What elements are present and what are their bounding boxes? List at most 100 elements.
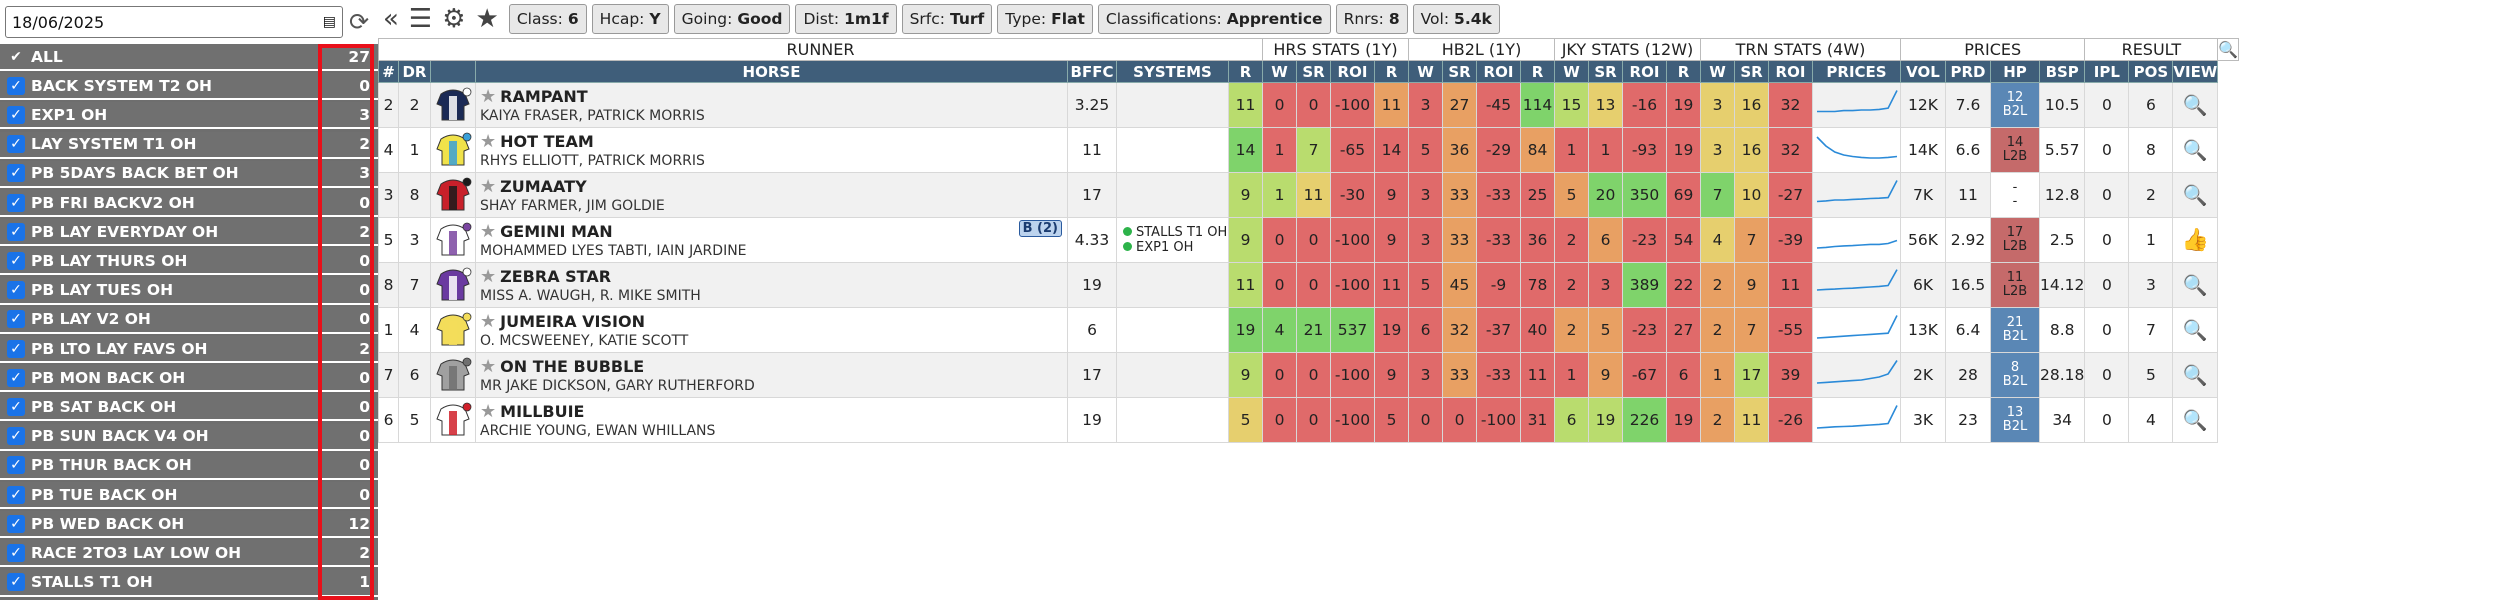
sidebar-item-pb-mon-back-oh[interactable]: ✓ PB MON BACK OH 0 — [0, 365, 378, 393]
collapse-left-icon[interactable]: « — [383, 4, 399, 34]
bet-tag[interactable]: B (2) — [1018, 220, 1062, 237]
column-header[interactable]: ROI — [1622, 60, 1667, 83]
checkbox[interactable]: ✓ — [7, 164, 25, 183]
column-header[interactable]: HORSE — [475, 60, 1068, 83]
column-header[interactable]: SR — [1442, 60, 1477, 83]
horse-cell[interactable]: ★ JUMEIRA VISION O. MCSWEENEY, KATIE SCOTT — [475, 307, 1068, 353]
thumbs-up-icon[interactable]: 👍 — [2172, 217, 2219, 263]
search-icon[interactable]: 🔍 — [2172, 172, 2219, 218]
sidebar-item-stalls-t1-oh[interactable]: ✓ STALLS T1 OH 1 — [0, 569, 378, 597]
checkbox[interactable]: ✓ — [7, 310, 25, 329]
checkbox[interactable]: ✓ — [7, 339, 25, 358]
column-header[interactable]: ROI — [1768, 60, 1813, 83]
column-header[interactable]: ROI — [1330, 60, 1375, 83]
table-row[interactable]: 5 3 ★ GEMINI MAN MOHAMMED LYES TABTI, IAIN J… — [378, 217, 2239, 263]
horse-name[interactable]: ON THE BUBBLE — [500, 357, 645, 376]
menu-icon[interactable]: ☰ — [408, 4, 433, 34]
checkbox[interactable]: ✓ — [7, 368, 25, 387]
search-icon[interactable]: 🔍 — [2172, 82, 2219, 128]
sidebar-item-back-system-t2-oh[interactable]: ✓ BACK SYSTEM T2 OH 0 — [0, 73, 378, 101]
sidebar-item-exp1-oh[interactable]: ✓ EXP1 OH 3 — [0, 102, 378, 130]
star-icon[interactable]: ★ — [480, 401, 497, 422]
horse-name[interactable]: ZUMAATY — [500, 177, 587, 196]
table-row[interactable]: 2 2 ★ RAMPANT KAIYA FRASER, PATRICK MORRIS 3.… — [378, 82, 2239, 128]
column-header[interactable]: R — [1228, 60, 1263, 83]
checkbox[interactable]: ✓ — [7, 281, 25, 300]
table-row[interactable]: 6 5 ★ MILLBUIE ARCHIE YOUNG, EWAN WHILLANS 19… — [378, 397, 2239, 443]
horse-name[interactable]: RAMPANT — [500, 87, 588, 106]
sidebar-item-pb-lto-lay-favs-oh[interactable]: ✓ PB LTO LAY FAVS OH 2 — [0, 336, 378, 363]
sidebar-item-race-2to3-lay-low-oh[interactable]: ✓ RACE 2TO3 LAY LOW OH 2 — [0, 540, 378, 568]
horse-name[interactable]: ZEBRA STAR — [500, 267, 612, 286]
table-row[interactable]: 7 6 ★ ON THE BUBBLE MR JAKE DICKSON, GARY RU… — [378, 352, 2239, 398]
column-header[interactable]: HP — [1990, 60, 2040, 83]
checkbox[interactable]: ✓ — [7, 76, 25, 95]
sidebar-item-pb-5days-back-bet-oh[interactable]: ✓ PB 5DAYS BACK BET OH 3 — [0, 160, 378, 188]
date-input[interactable]: 18/06/2025 ▤ — [5, 6, 343, 38]
star-icon[interactable]: ★ — [480, 176, 497, 197]
sidebar-item-pb-lay-everyday-oh[interactable]: ✓ PB LAY EVERYDAY OH 2 — [0, 219, 378, 247]
search-icon[interactable]: 🔍 — [2172, 307, 2219, 353]
horse-cell[interactable]: ★ ON THE BUBBLE MR JAKE DICKSON, GARY RUTH… — [475, 352, 1068, 398]
checkbox[interactable]: ✓ — [7, 251, 25, 270]
sidebar-item-pb-thur-back-oh[interactable]: ✓ PB THUR BACK OH 0 — [0, 452, 378, 480]
table-row[interactable]: 8 7 ★ ZEBRA STAR MISS A. WAUGH, R. MIKE SMIT… — [378, 262, 2239, 308]
calendar-icon[interactable]: ▤ — [322, 14, 336, 30]
checkbox[interactable]: ✓ — [7, 485, 25, 504]
column-header[interactable]: SR — [1588, 60, 1623, 83]
column-header[interactable]: ROI — [1476, 60, 1521, 83]
sidebar-item-lay-system-t1-oh[interactable]: ✓ LAY SYSTEM T1 OH 2 — [0, 131, 378, 159]
horse-cell[interactable]: ★ ZEBRA STAR MISS A. WAUGH, R. MIKE SMITH — [475, 262, 1068, 308]
horse-name[interactable]: GEMINI MAN — [500, 222, 613, 241]
sidebar-item-pb-sat-back-oh[interactable]: ✓ PB SAT BACK OH 0 — [0, 394, 378, 422]
column-header[interactable]: W — [1408, 60, 1443, 83]
checkbox[interactable]: ✓ — [7, 135, 25, 154]
horse-cell[interactable]: ★ RAMPANT KAIYA FRASER, PATRICK MORRIS — [475, 82, 1068, 128]
sidebar-item-all[interactable]: ✔ ALL 27 — [0, 44, 378, 71]
sidebar-item-pb-lay-v2-oh[interactable]: ✓ PB LAY V2 OH 0 — [0, 306, 378, 334]
checkbox[interactable]: ✓ — [7, 193, 25, 212]
sidebar-item-pb-fri-backv2-oh[interactable]: ✓ PB FRI BACKV2 OH 0 — [0, 190, 378, 217]
column-header[interactable]: W — [1554, 60, 1589, 83]
search-icon[interactable]: 🔍 — [2172, 352, 2219, 398]
horse-cell[interactable]: ★ ZUMAATY SHAY FARMER, JIM GOLDIE — [475, 172, 1068, 218]
column-header[interactable] — [430, 60, 476, 83]
checkbox[interactable]: ✓ — [7, 397, 25, 416]
column-header[interactable]: BFFC — [1067, 60, 1117, 83]
star-icon[interactable]: ★ — [480, 131, 497, 152]
column-header[interactable]: W — [1700, 60, 1735, 83]
column-header[interactable]: VOL — [1900, 60, 1946, 83]
column-header[interactable]: PRICES — [1812, 60, 1901, 83]
column-header[interactable]: VIEW — [2172, 60, 2219, 83]
horse-name[interactable]: HOT TEAM — [500, 132, 594, 151]
horse-name[interactable]: JUMEIRA VISION — [500, 312, 645, 331]
column-header[interactable]: R — [1666, 60, 1701, 83]
horse-cell[interactable]: ★ MILLBUIE ARCHIE YOUNG, EWAN WHILLANS — [475, 397, 1068, 443]
star-icon[interactable]: ★ — [480, 356, 497, 377]
search-icon[interactable]: 🔍 — [2217, 38, 2240, 61]
table-row[interactable]: 4 1 ★ HOT TEAM RHYS ELLIOTT, PATRICK MORRIS 1… — [378, 127, 2239, 173]
column-header[interactable]: POS — [2128, 60, 2174, 83]
checkbox[interactable]: ✓ — [7, 222, 25, 241]
horse-cell[interactable]: ★ HOT TEAM RHYS ELLIOTT, PATRICK MORRIS — [475, 127, 1068, 173]
column-header[interactable]: DR — [398, 60, 431, 83]
star-icon[interactable]: ★ — [480, 311, 497, 332]
column-header[interactable]: SYSTEMS — [1116, 60, 1229, 83]
checkbox[interactable]: ✓ — [7, 573, 25, 592]
column-header[interactable]: # — [378, 60, 399, 83]
search-icon[interactable]: 🔍 — [2172, 397, 2219, 443]
column-header[interactable]: R — [1520, 60, 1555, 83]
checkbox[interactable]: ✓ — [7, 543, 25, 562]
column-header[interactable]: SR — [1296, 60, 1331, 83]
column-header[interactable]: PRD — [1945, 60, 1991, 83]
star-icon[interactable]: ★ — [480, 221, 497, 242]
table-row[interactable]: 1 4 ★ JUMEIRA VISION O. MCSWEENEY, KATIE SCO… — [378, 307, 2239, 353]
sidebar-item-pb-tue-back-oh[interactable]: ✓ PB TUE BACK OH 0 — [0, 482, 378, 509]
gear-icon[interactable]: ⚙ — [442, 4, 466, 34]
refresh-icon[interactable]: ⟳ — [349, 8, 370, 36]
column-header[interactable]: R — [1374, 60, 1409, 83]
checkbox[interactable]: ✓ — [7, 427, 25, 446]
table-row[interactable]: 3 8 ★ ZUMAATY SHAY FARMER, JIM GOLDIE 17 9 1 11-… — [378, 172, 2239, 218]
star-icon[interactable]: ★ — [475, 4, 499, 34]
search-icon[interactable]: 🔍 — [2172, 262, 2219, 308]
